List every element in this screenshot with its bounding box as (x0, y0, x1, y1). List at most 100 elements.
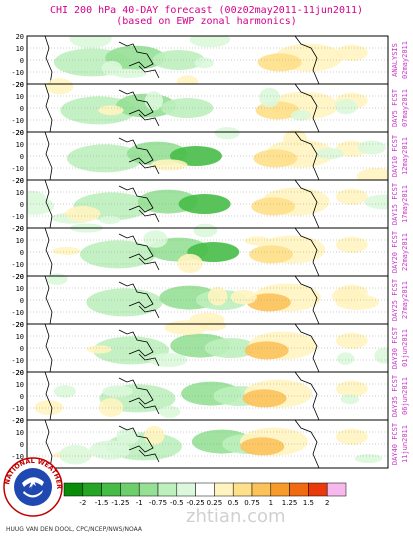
y-tick-label: 20 (16, 225, 24, 233)
anomaly-cell (364, 194, 388, 210)
anomaly-cell (64, 205, 101, 222)
panel-label-date: 06jun2011 (401, 377, 409, 415)
coastline (44, 179, 53, 229)
coastline (138, 161, 160, 175)
colorbar-tick-label: 1.25 (282, 499, 298, 507)
anomaly-cell (334, 98, 358, 115)
credit-text: HUUG VAN DEN DOOL, CPC/NCEP/NWS/NOAA (6, 526, 142, 533)
anomaly-cell (99, 215, 121, 225)
y-tick-label: 20 (16, 321, 24, 329)
panel-label-date: 22may2011 (401, 233, 409, 271)
y-tick-label: -10 (11, 357, 24, 365)
panel-6: 20 10 0 -10 -20 DAY25 FCST 27may2011 (11, 273, 409, 329)
coastline (44, 35, 53, 85)
anomaly-cell (244, 236, 271, 246)
anomaly-cell (159, 405, 181, 418)
panel-field (45, 78, 368, 125)
y-tick-label: 10 (16, 93, 24, 101)
coastline (294, 419, 320, 469)
anomaly-cell (354, 454, 383, 464)
colorbar: -2 -1.5 -1.25 -1 -0.75 -0.5 -0.25 0.25 0.5 0.75 1 1… (63, 482, 347, 507)
anomaly-cell (257, 53, 302, 72)
anomaly-cell (335, 294, 380, 310)
anomaly-cell (59, 444, 92, 465)
coastline (44, 371, 53, 421)
panel-label-date: 12may2011 (401, 137, 409, 175)
panel-field (53, 425, 383, 465)
panel-label-type: DAY10 FCST (391, 134, 399, 177)
coastline (294, 323, 320, 373)
anomaly-cell (315, 148, 344, 160)
y-tick-label: 10 (16, 237, 24, 245)
anomaly-cell (207, 286, 228, 306)
y-tick-label: 20 (16, 273, 24, 281)
anomaly-cell (27, 196, 55, 215)
panel-field (27, 187, 388, 225)
anomaly-cell (336, 352, 355, 365)
anomaly-cell (335, 380, 368, 397)
chart-subtitle: (based on EWP zonal harmonics) (116, 16, 297, 27)
panel-label-type: ANALYSIS (391, 43, 399, 77)
colorbar-swatch (289, 482, 309, 497)
colorbar-tick-label: -1 (136, 499, 143, 507)
y-tick-label: 10 (16, 429, 24, 437)
panel-field (86, 320, 388, 368)
y-tick-label: 0 (20, 393, 24, 401)
y-tick-label: 10 (16, 141, 24, 149)
coastline (138, 305, 160, 319)
panel-8: 20 10 0 -10 -20 DAY35 FCST 06jun2011 (11, 369, 409, 425)
anomaly-cell (89, 440, 131, 460)
colorbar-tick-label: -0.5 (170, 499, 184, 507)
anomaly-cell (253, 149, 298, 168)
anomaly-cell (98, 398, 124, 417)
panel-label-date: 01jun2011 (401, 329, 409, 367)
anomaly-cell (204, 338, 257, 358)
panel-label-date: 27may2011 (401, 281, 409, 319)
anomaly-cell (105, 45, 166, 70)
anomaly-cell (357, 140, 386, 155)
panel-label-type: DAY20 FCST (391, 230, 399, 273)
coastline (44, 131, 53, 181)
y-tick-label: 10 (16, 285, 24, 293)
anomaly-cell (161, 98, 214, 118)
anomaly-cell (246, 293, 291, 312)
colorbar-swatch (157, 482, 178, 497)
anomaly-cell (92, 336, 169, 365)
colorbar-tick-label: 0.25 (207, 499, 223, 507)
y-tick-label: -20 (11, 369, 24, 377)
anomaly-cell (69, 36, 112, 49)
y-tick-label: -20 (11, 129, 24, 137)
anomaly-cell (335, 236, 368, 253)
anomaly-cell (249, 245, 294, 264)
coastline (118, 329, 154, 357)
y-tick-label: 20 (16, 81, 24, 89)
panel-frame (26, 419, 389, 469)
panel-label-type: DAY15 FCST (391, 182, 399, 225)
anomaly-cell (251, 197, 296, 216)
y-tick-label: 0 (20, 201, 24, 209)
panel-3: 20 10 0 -10 -20 DAY10 FCST 12may2011 (11, 127, 409, 185)
anomaly-cell (291, 109, 311, 121)
colorbar-swatch (251, 482, 272, 497)
chart-title: CHI 200 hPa 40-DAY forecast (00z02may201… (49, 5, 364, 16)
anomaly-cell (335, 332, 368, 349)
coastline (138, 257, 160, 271)
colorbar-tick-label: 0.75 (244, 499, 260, 507)
colorbar-swatch (308, 482, 328, 497)
coastline (138, 353, 160, 367)
anomaly-cell (189, 36, 231, 48)
coastline (138, 401, 160, 415)
y-tick-label: 20 (16, 33, 24, 41)
y-tick-label: -10 (11, 453, 24, 461)
panel-label-date: 07may2011 (401, 89, 409, 127)
anomaly-cell (214, 127, 240, 140)
coastline (118, 233, 154, 261)
y-tick-label: -20 (11, 81, 24, 89)
panel-field (34, 379, 368, 418)
y-tick-label: 20 (16, 369, 24, 377)
y-tick-label: -10 (11, 165, 24, 173)
colorbar-tick-label: 1.5 (303, 499, 314, 507)
colorbar-tick-label: -1.5 (95, 499, 109, 507)
colorbar-tick-label: -2 (79, 499, 86, 507)
